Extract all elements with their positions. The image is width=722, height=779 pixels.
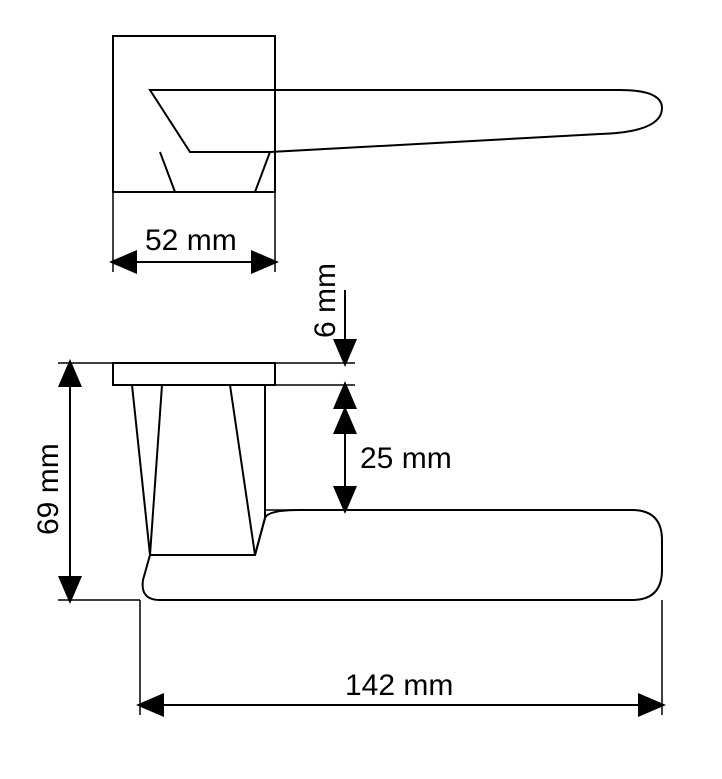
- side-view-neck-left: [132, 385, 162, 555]
- dim-69mm-label: 69 mm: [32, 443, 65, 535]
- dim-52mm-label: 52 mm: [145, 224, 237, 257]
- side-view-lever: [143, 510, 662, 600]
- top-view-lever: [150, 90, 662, 152]
- dim-69mm: 69 mm: [32, 363, 140, 600]
- side-view-neck-right: [230, 385, 265, 555]
- dim-6mm-label: 6 mm: [309, 263, 342, 338]
- dim-25mm: 25 mm: [265, 410, 452, 510]
- technical-drawing: 52 mm 6 mm 25 mm 69 mm 142 mm: [0, 0, 722, 779]
- dim-142mm-label: 142 mm: [345, 669, 453, 702]
- dim-25mm-label: 25 mm: [360, 442, 452, 475]
- top-view-neck: [160, 152, 270, 192]
- dim-52mm: 52 mm: [113, 192, 275, 272]
- dim-142mm: 142 mm: [140, 600, 662, 715]
- top-view-rose: [113, 36, 275, 192]
- side-view-rose-plate: [113, 363, 275, 385]
- dim-6mm: 6 mm: [275, 263, 355, 410]
